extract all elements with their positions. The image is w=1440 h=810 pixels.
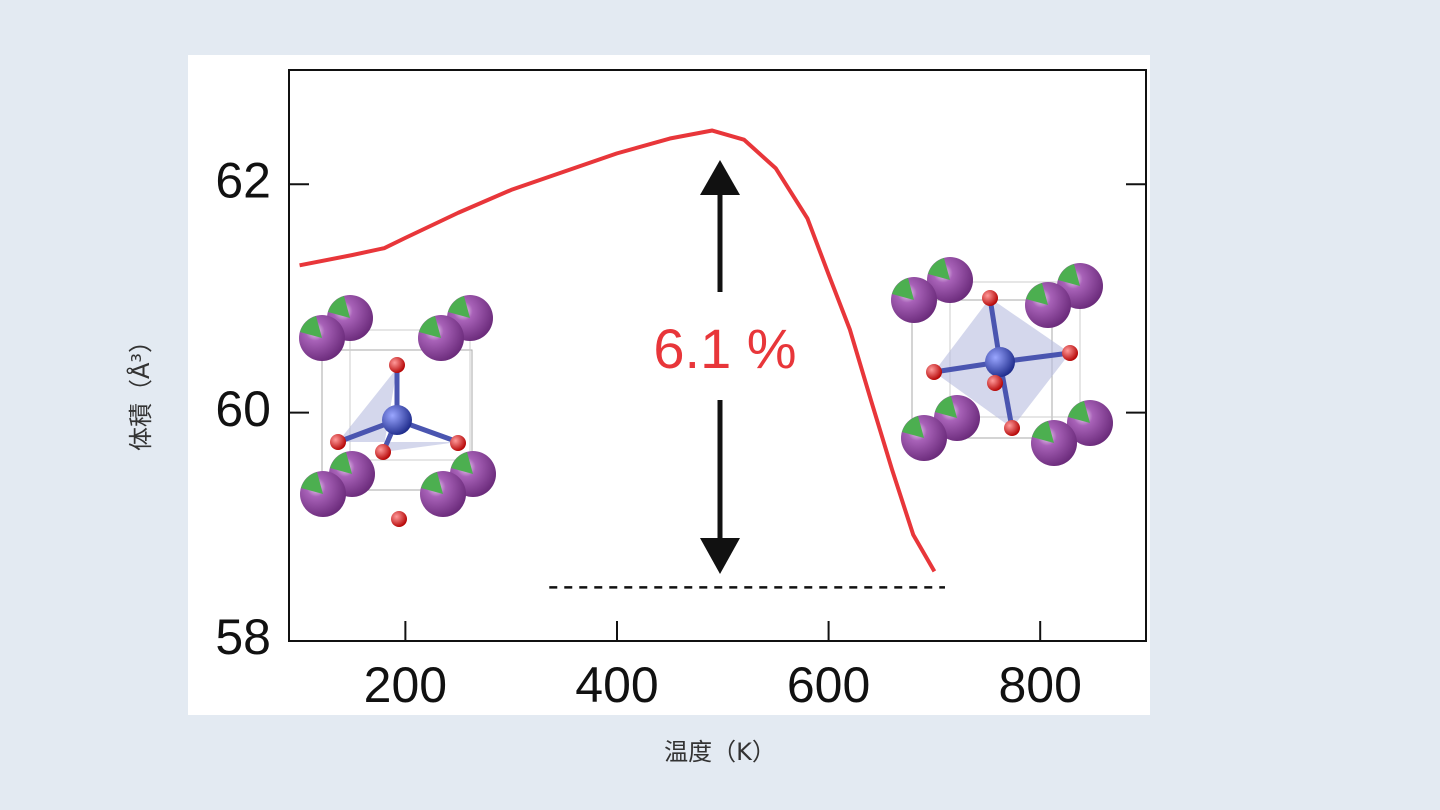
crystal-right <box>891 257 1113 466</box>
x-tick-label: 800 <box>998 657 1081 713</box>
plot-frame <box>288 69 1147 642</box>
crystal-left <box>299 295 496 527</box>
data-line <box>299 128 937 573</box>
y-tick-label: 58 <box>215 609 271 665</box>
y-axis-title: 体積（Å³） <box>126 329 155 451</box>
annotation: 6.1 % <box>653 317 796 380</box>
y-tick-label: 62 <box>215 152 271 208</box>
x-tick-label: 200 <box>364 657 447 713</box>
x-axis-title: 温度（K） <box>664 738 776 766</box>
x-tick-label: 400 <box>575 657 658 713</box>
x-tick-label: 600 <box>787 657 870 713</box>
y-tick-label: 60 <box>215 381 271 437</box>
arrow <box>700 160 740 574</box>
